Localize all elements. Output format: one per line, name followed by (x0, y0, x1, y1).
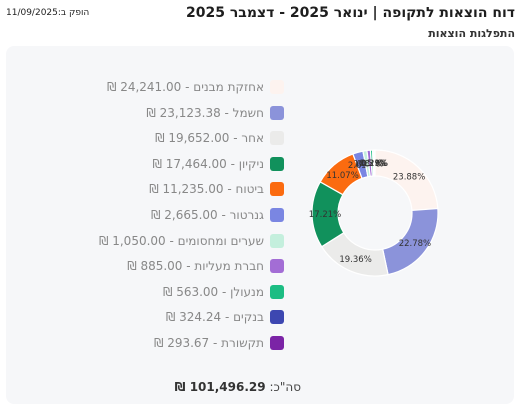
legend-item: בנקים - 324.24 ₪ (166, 309, 284, 325)
legend-label: גנרטור - 2,665.00 ₪ (151, 208, 264, 222)
section-subtitle: התפלגות הוצאות (428, 27, 515, 40)
legend-label: שערים ומחסומים - 1,050.00 ₪ (99, 233, 264, 248)
slice-percent-label: 19.36% (339, 255, 371, 265)
legend-item: שערים ומחסומים - 1,050.00 ₪ (99, 233, 284, 249)
slice-percent-label: 22.78% (399, 239, 431, 249)
legend-label: חשמל - 23,123.38 ₪ (146, 105, 264, 120)
legend-swatch (270, 336, 284, 350)
legend-swatch (270, 208, 284, 222)
slice-percent-label: 0.55% (359, 159, 386, 169)
slice-percent-label: 2.63% (348, 161, 375, 171)
legend-swatch (270, 259, 284, 274)
legend-item: תקשורת - 293.67 ₪ (154, 335, 284, 351)
total-summary: סה"כ: 101,496.29 ₪ (175, 380, 301, 394)
legend-item: אחר - 19,652.00 ₪ (155, 130, 284, 146)
legend-label: אחר - 19,652.00 ₪ (155, 131, 264, 146)
legend-item: מנעולן - 563.00 ₪ (163, 284, 284, 300)
legend-swatch (270, 310, 284, 325)
legend-swatch (270, 105, 284, 120)
legend-label: אחזקת מבנים - 24,241.00 ₪ (106, 80, 264, 94)
produced-date: הופק ב:11/09/2025 (6, 8, 90, 18)
donut-slice (373, 149, 376, 177)
legend-swatch (270, 131, 284, 146)
legend-label: חברת מעליות - 885.00 ₪ (127, 259, 264, 274)
report-title: דוח הוצאות לתקופה | ינואר 2025 - דצמבר 2… (186, 5, 515, 21)
legend-item: חברת מעליות - 885.00 ₪ (127, 258, 284, 274)
slice-percent-label: 1.03% (354, 160, 381, 170)
report-header: דוח הוצאות לתקופה | ינואר 2025 - דצמבר 2… (0, 0, 527, 44)
legend-label: ביטוח - 11,235.00 ₪ (149, 182, 264, 197)
slice-percent-label: 0.29% (361, 159, 388, 169)
total-label: סה"כ: (269, 380, 301, 394)
legend-swatch (270, 284, 284, 299)
total-value: 101,496.29 ₪ (174, 380, 266, 394)
slice-percent-label: 0.87% (356, 159, 383, 169)
legend-item: גנרטור - 2,665.00 ₪ (151, 207, 284, 223)
slice-percent-label: 23.88% (393, 172, 425, 182)
legend-item: אחזקת מבנים - 24,241.00 ₪ (107, 79, 284, 95)
legend-item: חשמל - 23,123.38 ₪ (146, 105, 284, 121)
legend-label: בנקים - 324.24 ₪ (165, 310, 264, 325)
slice-percent-label: 17.21% (309, 210, 341, 220)
expense-donut-chart: 23.88% 22.78% 19.36% 17.21% 11.07%2.63%1.03%… (309, 149, 439, 277)
legend-item: ניקיון - 17,464.00 ₪ (152, 156, 284, 172)
slice-percent-label: 11.07% (326, 171, 358, 181)
legend-item: ביטוח - 11,235.00 ₪ (149, 181, 284, 197)
legend-label: מנעולן - 563.00 ₪ (162, 284, 264, 299)
legend-swatch (270, 80, 284, 94)
legend-swatch (270, 233, 284, 248)
legend-label: תקשורת - 293.67 ₪ (153, 336, 264, 350)
legend-swatch (270, 156, 284, 171)
legend-swatch (270, 182, 284, 197)
legend-label: ניקיון - 17,464.00 ₪ (152, 156, 265, 171)
